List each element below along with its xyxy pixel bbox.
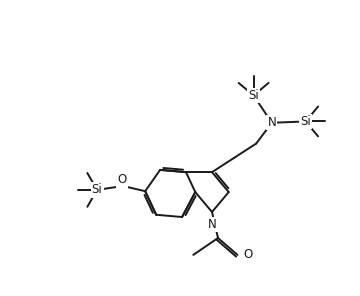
- Text: Si: Si: [300, 115, 311, 128]
- Text: Si: Si: [248, 89, 259, 102]
- Text: N: N: [267, 116, 276, 129]
- Text: Si: Si: [92, 184, 103, 197]
- Text: O: O: [243, 248, 253, 261]
- Text: O: O: [117, 173, 127, 186]
- Text: N: N: [208, 218, 216, 231]
